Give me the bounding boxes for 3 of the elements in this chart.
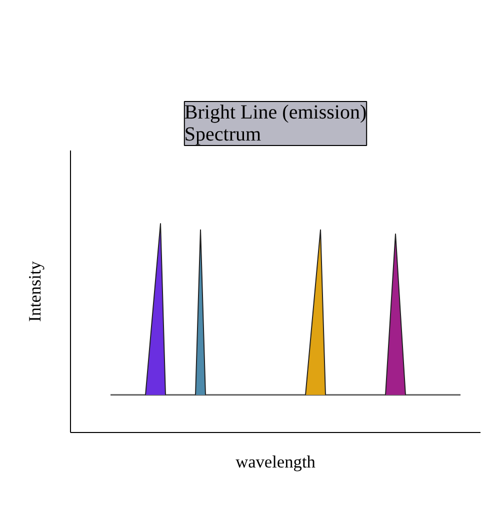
y-axis-title: Intensity — [26, 260, 44, 322]
x-axis-title: wavelength — [236, 452, 316, 472]
chart-title: Bright Line (emission) Spectrum — [184, 102, 367, 146]
